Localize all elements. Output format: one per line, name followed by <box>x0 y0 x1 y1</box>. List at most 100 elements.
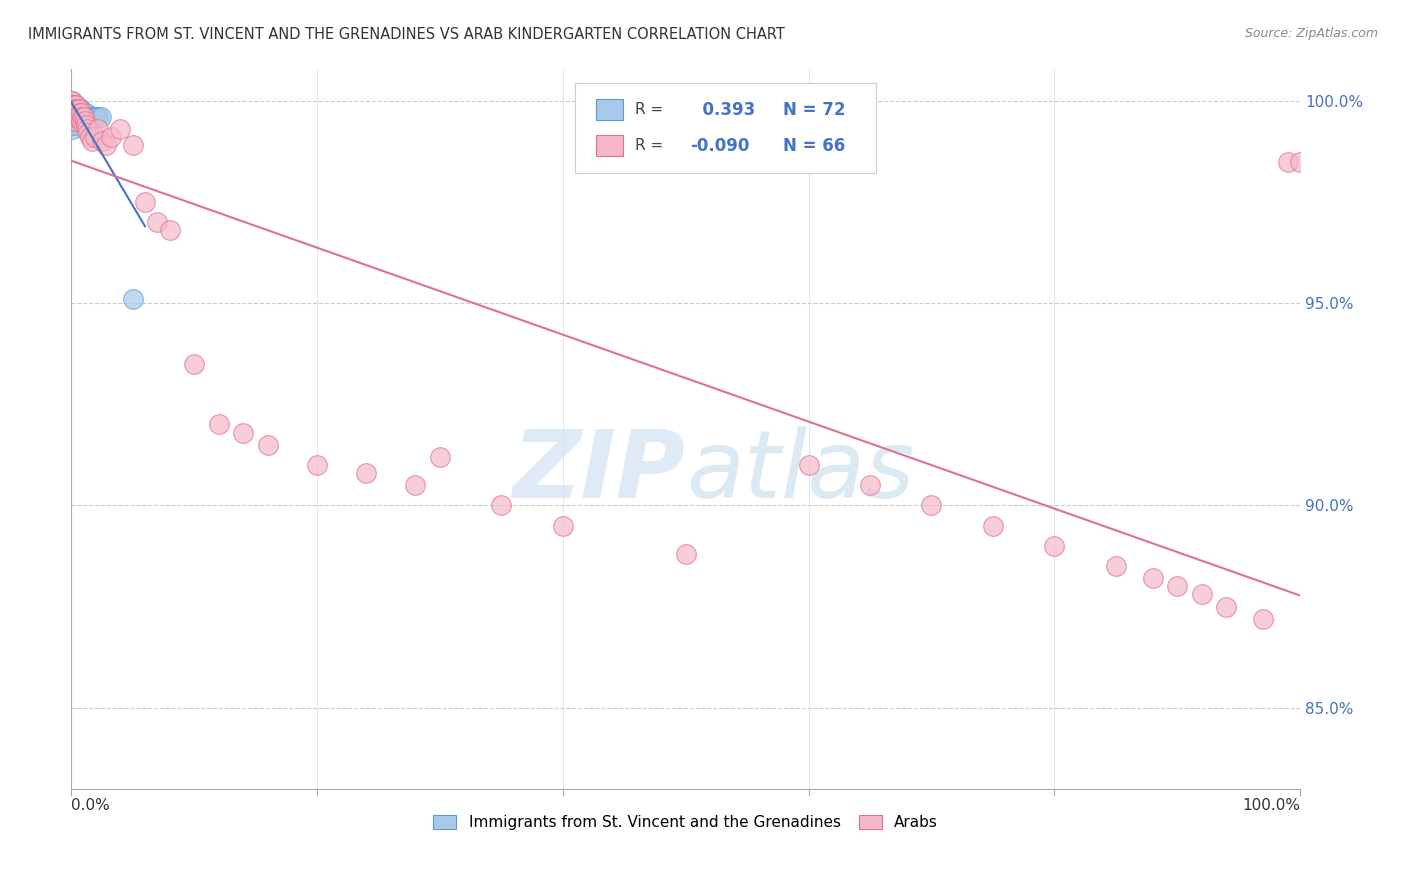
Point <box>70 114 93 128</box>
Point <box>83 130 105 145</box>
Text: ZIP: ZIP <box>513 425 686 517</box>
Point <box>121 138 143 153</box>
Point <box>90 110 112 124</box>
Point <box>63 110 86 124</box>
Point <box>491 499 513 513</box>
Point <box>62 110 84 124</box>
Point <box>72 110 94 124</box>
Text: 0.393: 0.393 <box>690 101 755 119</box>
Point <box>79 130 101 145</box>
Point <box>62 110 84 124</box>
Point <box>62 98 84 112</box>
Point <box>70 106 93 120</box>
Point <box>82 110 104 124</box>
Point <box>797 458 820 472</box>
Text: -0.090: -0.090 <box>690 136 749 154</box>
Point <box>72 110 94 124</box>
Text: 100.0%: 100.0% <box>1241 798 1301 814</box>
Point <box>73 110 96 124</box>
Point <box>63 110 86 124</box>
Point <box>62 94 84 108</box>
Point <box>70 106 93 120</box>
Point <box>62 94 84 108</box>
Point <box>63 106 86 120</box>
Point <box>62 118 84 132</box>
Point <box>72 106 94 120</box>
Point <box>1142 571 1164 585</box>
Point <box>67 110 90 124</box>
Point <box>65 102 87 116</box>
Point <box>1277 154 1299 169</box>
Point <box>62 98 84 112</box>
Text: IMMIGRANTS FROM ST. VINCENT AND THE GRENADINES VS ARAB KINDERGARTEN CORRELATION : IMMIGRANTS FROM ST. VINCENT AND THE GREN… <box>28 27 785 42</box>
Point <box>63 102 86 116</box>
Point <box>69 102 91 116</box>
Point <box>65 102 87 116</box>
Point <box>70 110 93 124</box>
Point <box>305 458 328 472</box>
Point <box>62 110 84 124</box>
Point <box>62 114 84 128</box>
Point <box>77 126 100 140</box>
Text: atlas: atlas <box>686 426 914 517</box>
Point <box>63 110 86 124</box>
Point <box>62 98 84 112</box>
Point <box>62 102 84 116</box>
Point <box>62 102 84 116</box>
Point <box>65 110 87 124</box>
Point <box>67 106 90 120</box>
Point <box>82 134 104 148</box>
Text: R =: R = <box>636 138 664 153</box>
Point <box>72 110 94 124</box>
Point <box>920 499 942 513</box>
Point <box>66 110 89 124</box>
Point <box>73 106 96 120</box>
Point <box>63 114 86 128</box>
Point <box>63 102 86 116</box>
Point <box>134 194 156 209</box>
Point <box>62 102 84 116</box>
Point <box>77 110 100 124</box>
Text: 0.0%: 0.0% <box>72 798 110 814</box>
Point <box>63 106 86 120</box>
Point <box>65 98 87 112</box>
Point <box>1043 539 1066 553</box>
Point <box>82 110 104 124</box>
FancyBboxPatch shape <box>596 99 623 120</box>
Point <box>1191 587 1213 601</box>
Point <box>76 122 98 136</box>
Point <box>675 547 697 561</box>
Point <box>859 478 882 492</box>
Point <box>80 110 103 124</box>
Text: Source: ZipAtlas.com: Source: ZipAtlas.com <box>1244 27 1378 40</box>
Point <box>62 102 84 116</box>
Point <box>69 110 91 124</box>
Point <box>79 110 101 124</box>
Point <box>62 98 84 112</box>
Point <box>62 102 84 116</box>
Point <box>66 106 89 120</box>
Point <box>62 106 84 120</box>
Point <box>208 417 231 432</box>
Point <box>62 122 84 136</box>
Point <box>63 114 86 128</box>
Point <box>66 106 89 120</box>
Point <box>65 106 87 120</box>
Point <box>72 106 94 120</box>
Point <box>67 110 90 124</box>
Point <box>1251 612 1274 626</box>
Point <box>183 357 205 371</box>
Point <box>1215 599 1237 614</box>
Point <box>100 130 122 145</box>
Point <box>65 106 87 120</box>
Text: R =: R = <box>636 102 664 117</box>
Point <box>73 114 96 128</box>
Point <box>76 110 98 124</box>
Point <box>63 102 86 116</box>
Point <box>110 122 132 136</box>
Point <box>69 110 91 124</box>
Point <box>87 110 110 124</box>
Point <box>62 110 84 124</box>
Text: N = 72: N = 72 <box>783 101 845 119</box>
Point <box>62 102 84 116</box>
